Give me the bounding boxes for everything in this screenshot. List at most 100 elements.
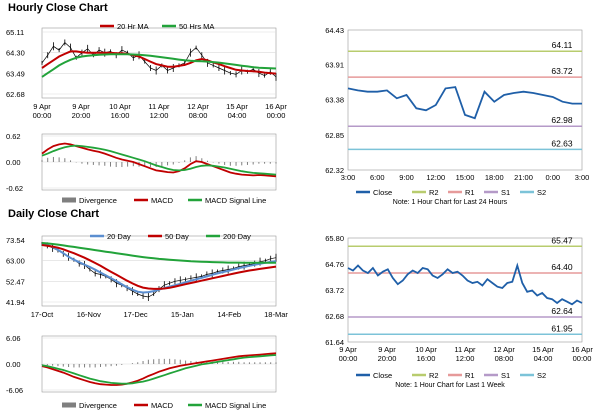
hourly-macd-chart: 0.62 0.00 -0.62 Divergence MACD MACD Signal L… [6, 132, 277, 205]
ma-line-1 [41, 243, 277, 294]
x-tick-label: 9:00 [399, 173, 414, 182]
y-tick-label: 62.68 [6, 90, 25, 99]
legend-label: Close [373, 371, 392, 380]
legend-label: S2 [537, 371, 546, 380]
y-tick-label: 41.94 [6, 298, 25, 307]
ma-line-2 [41, 244, 277, 290]
x-tick-label: 14-Feb [217, 310, 241, 319]
legend-label: 50 Day [165, 232, 189, 241]
macd-signal-line [41, 354, 277, 385]
x-tick-label: 16-Nov [77, 310, 101, 319]
chart-note: Note: 1 Hour Chart for Last 24 Hours [393, 199, 508, 206]
hourly-section-title: Hourly Close Chart [8, 2, 108, 14]
x-tick-label: 6:00 [370, 173, 385, 182]
legend-label: Divergence [79, 401, 117, 410]
legend-label: S2 [537, 188, 546, 197]
y-tick-label: 0.00 [6, 360, 21, 369]
x-tick-label: 10 Apr 16:00 [109, 102, 131, 120]
y-tick-label: 63.49 [6, 69, 25, 78]
macd-line [41, 352, 277, 386]
legend-label: 20 Day [107, 232, 131, 241]
x-tick-label: 15 Apr 04:00 [226, 102, 248, 120]
ma-line-2 [41, 53, 277, 78]
legend-label: S1 [501, 188, 510, 197]
legend-label: MACD [151, 196, 174, 205]
daily-price-chart: 73.54 63.00 52.47 41.94 17-Oct 16-Nov 17-Dec 15… [6, 232, 288, 319]
y-tick-label: 62.32 [325, 166, 344, 175]
y-tick-label: 64.76 [325, 260, 344, 269]
ma-line-1 [41, 50, 277, 75]
macd-signal-line [41, 144, 277, 176]
y-tick-label: 63.91 [325, 61, 344, 70]
x-tick-label: 3:00 [341, 173, 356, 182]
y-tick-label: 0.62 [6, 132, 21, 141]
y-tick-label: 62.85 [325, 131, 344, 140]
legend-label: R1 [465, 371, 475, 380]
y-tick-label: 0.00 [6, 158, 21, 167]
hourly-price-chart: 65.11 64.30 63.49 62.68 9 Apr 00:00 9 Apr 20:00… [6, 22, 287, 120]
legend-label: S1 [501, 371, 510, 380]
x-tick-label: 18-Mar [264, 310, 288, 319]
chart-note: Note: 1 Hour Chart for Last 1 Week [395, 382, 505, 389]
pivot-level-label: 62.98 [551, 115, 573, 125]
x-tick-label: 15-Jan [171, 310, 194, 319]
x-tick-label: 16 Apr 00:00 [265, 102, 287, 120]
legend-label: MACD [151, 401, 174, 410]
price-close-line [41, 41, 277, 78]
x-tick-label: 15:00 [456, 173, 475, 182]
legend-label: R2 [429, 188, 439, 197]
hourly-pivot-chart: 64.43 63.91 63.38 62.85 62.32 64.11 63.72 62.98… [325, 26, 590, 206]
legend-label: Divergence [79, 196, 117, 205]
pivot-level-label: 62.64 [551, 306, 573, 316]
legend-label: MACD Signal Line [205, 401, 266, 410]
x-tick-label: 12 Apr 08:00 [187, 102, 209, 120]
pivot-level-label: 64.11 [552, 40, 573, 50]
close-line [347, 86, 582, 120]
x-tick-label: 15 Apr 04:00 [532, 345, 554, 363]
y-tick-label: 52.47 [6, 277, 25, 286]
x-tick-label: 9 Apr 20:00 [378, 345, 397, 363]
y-tick-label: 64.43 [325, 26, 344, 35]
pivot-level-label: 65.47 [551, 235, 573, 245]
plot-frame [41, 27, 277, 99]
close-line [347, 262, 583, 306]
x-tick-label: 3:00 [575, 173, 590, 182]
y-tick-label: 6.06 [6, 334, 21, 343]
y-tick-label: -0.62 [6, 184, 23, 193]
pivot-level-label: 63.72 [551, 66, 573, 76]
legend-label: 200 Day [223, 232, 251, 241]
plot-frame [347, 237, 583, 343]
legend-label: MACD Signal Line [205, 196, 266, 205]
ma-line-3 [41, 242, 276, 264]
x-tick-label: 11 Apr 12:00 [454, 345, 476, 363]
x-tick-label: 12:00 [426, 173, 445, 182]
y-tick-label: 63.72 [325, 286, 344, 295]
legend-label: Close [373, 188, 392, 197]
x-tick-label: 10 Apr 16:00 [415, 345, 437, 363]
pivot-level-label: 64.40 [551, 262, 573, 272]
y-tick-label: 61.64 [325, 338, 344, 347]
y-tick-label: 73.54 [6, 236, 25, 245]
daily-macd-chart: 6.06 0.00 -6.06 Divergence MACD MACD Signal L… [6, 334, 277, 410]
y-tick-label: 63.38 [325, 96, 344, 105]
macd-line [41, 142, 277, 178]
x-tick-label: 12 Apr 08:00 [493, 345, 515, 363]
y-tick-label: 63.00 [6, 257, 25, 266]
y-tick-label: 64.30 [6, 49, 25, 58]
x-tick-label: 9 Apr 00:00 [339, 345, 358, 363]
y-tick-label: 65.80 [325, 234, 344, 243]
daily-pivot-chart: 65.80 64.76 63.72 62.68 61.64 65.47 64.40 62.64… [325, 234, 593, 389]
daily-section-title: Daily Close Chart [8, 208, 100, 220]
y-tick-label: 62.68 [325, 312, 344, 321]
legend-label: R2 [429, 371, 439, 380]
x-tick-label: 9 Apr 20:00 [72, 102, 91, 120]
pivot-level-label: 61.95 [551, 323, 573, 333]
legend-label: 50 Hrs MA [179, 22, 214, 31]
legend-label: R1 [465, 188, 475, 197]
y-tick-label: 65.11 [6, 28, 24, 37]
x-tick-label: 11 Apr 12:00 [148, 102, 170, 120]
x-tick-label: 21:00 [514, 173, 533, 182]
pivot-level-label: 62.63 [551, 138, 573, 148]
x-tick-label: 0:00 [545, 173, 560, 182]
x-tick-label: 18:00 [485, 173, 504, 182]
